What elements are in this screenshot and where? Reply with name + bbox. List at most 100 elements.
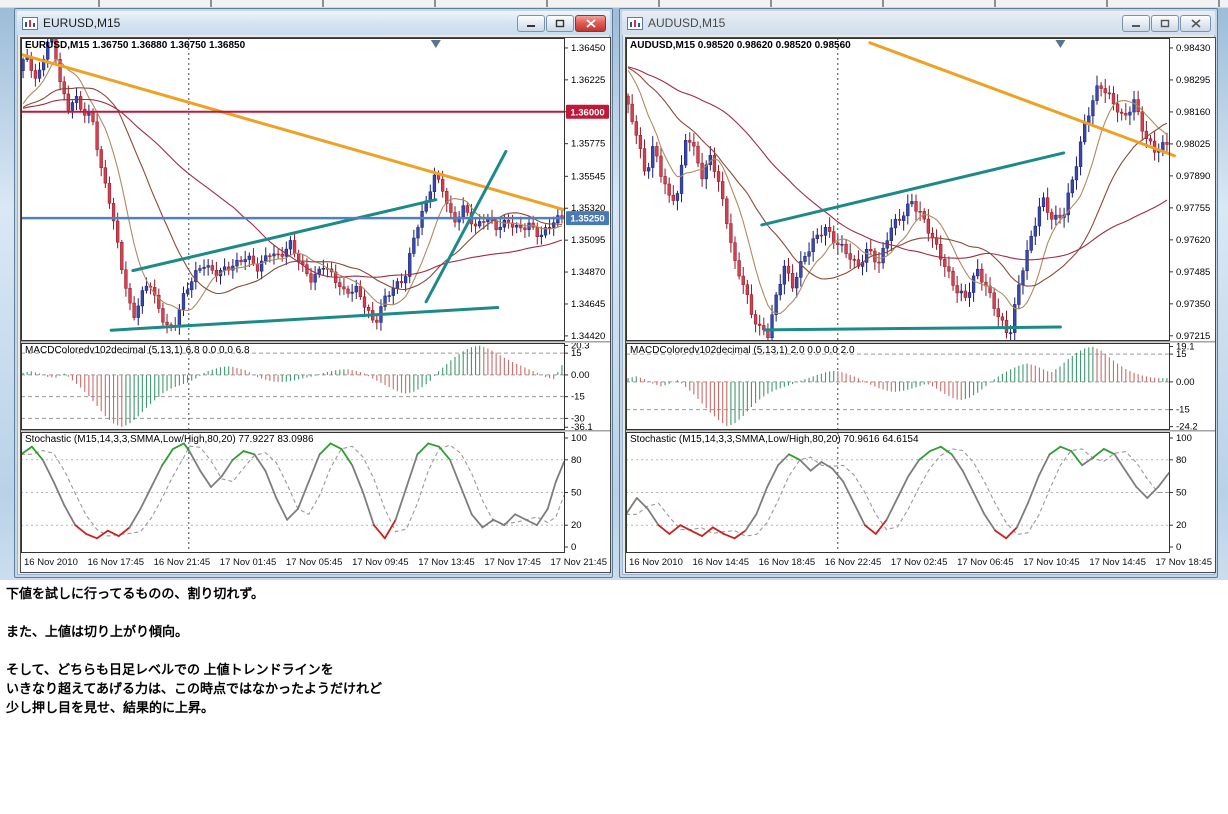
chart-document-icon [627,16,643,30]
chart-document-icon [22,16,38,30]
window-titlebar[interactable]: AUDUSD,M15 [622,11,1215,35]
time-axis-label: 16 Nov 22:45 [824,557,882,568]
time-axis-label: 17 Nov 02:45 [890,557,948,568]
time-axis-label: 17 Nov 09:45 [352,557,409,568]
svg-text:1.35095: 1.35095 [571,235,605,246]
ohlc-header: EURUSD,M15 1.36750 1.36880 1.36750 1.368… [25,40,246,51]
window-title: EURUSD,M15 [43,16,121,30]
svg-text:19.1: 19.1 [1176,343,1195,353]
chart-widget: 0.98430 0.98295 0.98160 0.98025 0.97890 0.977… [625,37,1216,573]
toolbar-strip [0,0,1228,8]
close-icon [1190,18,1201,28]
svg-text:0.98430: 0.98430 [1176,43,1210,54]
svg-text:50: 50 [571,488,582,499]
commentary-line: 下値を試しに行ってるものの、割り切れず。 [6,586,265,601]
svg-text:-15: -15 [571,392,585,403]
window-titlebar[interactable]: EURUSD,M15 [17,11,610,35]
svg-text:20.3: 20.3 [571,343,590,351]
svg-text:-36.1: -36.1 [571,422,593,430]
time-axis-label: 17 Nov 14:45 [1089,557,1146,568]
svg-text:20: 20 [571,520,582,531]
svg-text:1.35320: 1.35320 [571,203,605,214]
window-title: AUDUSD,M15 [648,16,726,30]
restore-button[interactable] [1151,14,1179,32]
commentary: 下値を試しに行ってるものの、割り切れず。 また、上値は切り上がり傾向。 そして、… [6,584,382,717]
macd-pane[interactable]: 20.3 15 0.00 -15 -30 -36.1 MACDColoredv102dec… [21,343,610,430]
commentary-line: 少し押し目を見せ、結果的に上昇。 [6,700,215,715]
close-icon [585,18,596,28]
time-axis[interactable]: 16 Nov 2010 16 Nov 17:45 16 Nov 21:45 17 No… [21,553,610,572]
time-axis-label: 17 Nov 05:45 [285,557,343,568]
stoch-pane[interactable]: 100 80 50 20 0 Stochastic (M15,14,3,3,SMMA,L… [21,432,610,553]
time-axis-label: 17 Nov 10:45 [1023,557,1080,568]
svg-text:1.36000: 1.36000 [570,107,604,118]
price-pane[interactable]: 1.36450 1.36225 1.36000 1.35775 1.35545 1.353… [21,38,610,341]
time-axis-label: 16 Nov 2010 [629,557,683,568]
stochastic-label: Stochastic (M15,14,3,3,SMMA,Low/High,80,… [25,434,314,445]
time-axis-label: 17 Nov 01:45 [219,557,277,568]
macd-label: MACDColoredv102decimal (5,13,1) 2.0 0.0 … [630,345,855,356]
svg-text:1.34645: 1.34645 [571,299,605,310]
svg-text:1.35250: 1.35250 [570,214,604,225]
svg-text:0.98295: 0.98295 [1176,75,1210,86]
close-button[interactable] [1180,14,1211,32]
minimize-button[interactable] [1122,14,1150,32]
minimize-button[interactable] [517,14,545,32]
minimize-icon [527,24,535,27]
time-axis-label: 17 Nov 18:45 [1155,557,1212,568]
time-axis-label: 17 Nov 06:45 [957,557,1014,568]
time-axis-label: 16 Nov 21:45 [153,557,211,568]
time-axis-label: 17 Nov 21:45 [550,557,607,568]
svg-text:0.98160: 0.98160 [1176,107,1210,118]
svg-text:1.35775: 1.35775 [571,139,605,150]
stochastic-label: Stochastic (M15,14,3,3,SMMA,Low/High,80,… [630,434,919,445]
svg-text:100: 100 [571,433,587,444]
commentary-line: また、上値は切り上がり傾向。 [6,624,189,639]
svg-text:1.36450: 1.36450 [571,43,605,54]
svg-text:50: 50 [1176,488,1187,499]
svg-text:20: 20 [1176,520,1187,531]
svg-text:0.00: 0.00 [571,370,590,381]
svg-text:-30: -30 [571,413,585,424]
macd-label: MACDColoredv102decimal (5,13,1) 6.8 0.0 … [25,345,250,356]
svg-text:100: 100 [1176,433,1192,444]
svg-text:0.97620: 0.97620 [1176,235,1210,246]
window-client: 0.98430 0.98295 0.98160 0.98025 0.97890 0.977… [622,35,1216,575]
svg-text:1.36225: 1.36225 [571,75,605,86]
chart-window-audusd: AUDUSD,M15 0.98430 0.98295 0.98160 0.98025 0… [619,8,1218,578]
time-axis-label: 16 Nov 18:45 [758,557,816,568]
time-axis-label: 16 Nov 17:45 [87,557,145,568]
close-button[interactable] [575,14,606,32]
time-axis-label: 17 Nov 17:45 [484,557,541,568]
time-axis-label: 17 Nov 13:45 [418,557,475,568]
commentary-line: いきなり超えてあげる力は、この時点ではなかったようだけれど [6,681,382,696]
restore-button[interactable] [546,14,574,32]
svg-text:15: 15 [571,348,582,359]
chart-widget: 1.36450 1.36225 1.36000 1.35775 1.35545 1.353… [20,37,611,573]
svg-text:1.34870: 1.34870 [571,267,605,278]
price-pane[interactable]: 0.98430 0.98295 0.98160 0.98025 0.97890 0.977… [626,38,1215,341]
svg-text:-24.2: -24.2 [1176,422,1198,430]
svg-text:15: 15 [1176,349,1187,360]
svg-text:0.98025: 0.98025 [1176,139,1210,150]
window-client: 1.36450 1.36225 1.36000 1.35775 1.35545 1.353… [17,35,611,575]
pane-splitter[interactable] [626,430,1215,432]
pane-splitter[interactable] [21,430,610,432]
commentary-line [6,603,382,622]
pane-splitter[interactable] [626,341,1215,343]
time-axis-label: 16 Nov 14:45 [692,557,750,568]
svg-text:80: 80 [1176,455,1187,466]
svg-text:0.97890: 0.97890 [1176,171,1210,182]
svg-text:-15: -15 [1176,405,1190,416]
commentary-line: そして、どちらも日足レベルでの 上値トレンドラインを [6,662,334,677]
svg-text:0.97485: 0.97485 [1176,267,1210,278]
restore-icon [1160,19,1170,27]
svg-text:0.97350: 0.97350 [1176,299,1210,310]
svg-text:1.35545: 1.35545 [571,171,605,182]
macd-pane[interactable]: 19.1 15 0.00 -15 -24.2 MACDColoredv102decima… [626,343,1215,430]
stoch-pane[interactable]: 100 80 50 20 0 Stochastic (M15,14,3,3,SMMA,L… [626,432,1215,553]
time-axis[interactable]: 16 Nov 2010 16 Nov 14:45 16 Nov 18:45 16 No… [626,553,1215,572]
pane-splitter[interactable] [21,341,610,343]
commentary-line [6,641,382,660]
restore-icon [555,19,565,27]
